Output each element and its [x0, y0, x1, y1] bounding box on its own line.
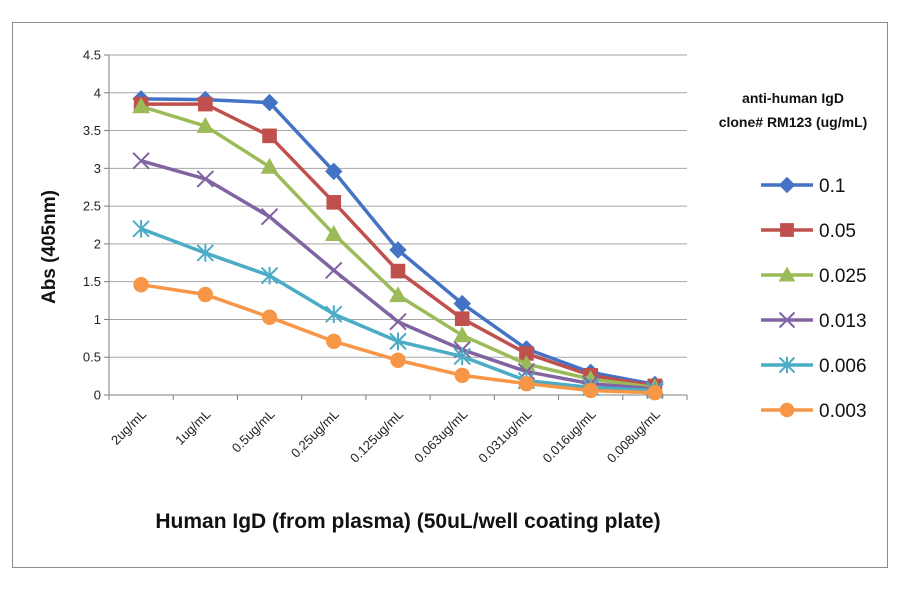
chart-frame: 0 0.5 1 1.5 2 2.5 3 3.5 4 4.5 2ug/mL 1ug/mL 0.5ug/mL… — [12, 22, 888, 568]
legend-item: 0.025 — [761, 266, 867, 287]
y-tick-label: 4 — [94, 85, 101, 100]
data-point — [260, 266, 279, 285]
data-point — [133, 276, 149, 293]
data-point — [132, 97, 150, 114]
data-point — [453, 326, 472, 343]
x-tick-label: 2ug/mL — [108, 407, 149, 448]
data-point — [196, 116, 215, 133]
data-point — [132, 152, 150, 170]
data-point — [390, 352, 406, 368]
series-lines — [132, 90, 664, 401]
data-point — [324, 225, 343, 241]
x-tick-label: 1ug/mL — [172, 407, 213, 448]
axis-labels: 0 0.5 1 1.5 2 2.5 3 3.5 4 4.5 2ug/mL 1ug/mL 0.5ug/mL… — [83, 48, 663, 466]
data-point — [454, 311, 470, 326]
data-point — [262, 128, 277, 144]
x-tick-label: 0.063ug/mL — [411, 407, 470, 466]
data-point — [779, 402, 795, 418]
data-point — [326, 195, 342, 210]
data-point — [582, 382, 599, 399]
data-point — [647, 385, 663, 401]
data-point — [389, 286, 407, 303]
data-point — [780, 223, 794, 237]
y-tick-label: 2 — [94, 236, 101, 251]
data-point — [325, 261, 343, 280]
x-tick-label: 0.031ug/mL — [475, 407, 534, 466]
data-point — [325, 305, 343, 323]
legend: anti-human IgD clone# RM123 (ug/mL) 0.10… — [719, 90, 868, 422]
legend-label: 0.1 — [819, 176, 845, 197]
data-point — [260, 207, 279, 226]
data-point — [518, 375, 535, 392]
data-point — [196, 170, 215, 188]
legend-title-line1: anti-human IgD — [742, 90, 844, 106]
legend-label: 0.013 — [819, 311, 867, 332]
data-point — [778, 266, 796, 282]
y-tick-label: 2.5 — [83, 199, 101, 214]
x-tick-label: 0.016ug/mL — [540, 407, 599, 466]
y-axis-title: Abs (405nm) — [39, 190, 60, 304]
data-point — [260, 93, 279, 112]
legend-item: 0.1 — [761, 176, 845, 197]
x-axis-title: Human IgD (from plasma) (50uL/well coati… — [155, 510, 660, 533]
data-point — [778, 356, 796, 374]
legend-title-line2: clone# RM123 (ug/mL) — [719, 114, 868, 130]
x-tick-label: 0.008ug/mL — [604, 407, 663, 466]
data-point — [196, 244, 215, 262]
data-point — [454, 367, 470, 384]
y-tick-label: 0.5 — [83, 350, 101, 365]
data-point — [778, 311, 796, 329]
series-0.003 — [133, 276, 663, 401]
legend-item: 0.003 — [761, 401, 867, 422]
data-point — [778, 176, 796, 194]
y-tick-label: 1 — [94, 312, 101, 327]
data-point — [198, 96, 213, 112]
data-point — [132, 219, 150, 238]
line-chart: 0 0.5 1 1.5 2 2.5 3 3.5 4 4.5 2ug/mL 1ug/mL 0.5ug/mL… — [39, 48, 868, 534]
legend-item: 0.05 — [761, 221, 856, 242]
data-point — [260, 157, 279, 174]
legend-item: 0.006 — [761, 356, 867, 377]
data-point — [261, 309, 278, 325]
data-point — [389, 241, 407, 259]
legend-label: 0.003 — [819, 401, 867, 422]
legend-item: 0.013 — [761, 311, 867, 332]
data-point — [326, 333, 342, 350]
x-tick-label: 0.125ug/mL — [347, 407, 406, 466]
y-tick-label: 4.5 — [83, 48, 101, 63]
data-point — [325, 162, 343, 181]
data-point — [453, 347, 471, 366]
y-tick-label: 3 — [94, 161, 101, 176]
x-tick-label: 0.5ug/mL — [229, 407, 278, 456]
data-point — [389, 313, 407, 331]
data-point — [197, 286, 214, 303]
data-point — [389, 332, 407, 351]
data-point — [390, 263, 406, 279]
y-tick-label: 0 — [94, 388, 101, 403]
legend-label: 0.006 — [819, 356, 867, 377]
y-tick-label: 1.5 — [83, 274, 101, 289]
axes — [104, 54, 688, 400]
legend-items: 0.1 0.05 0.025 0.013 0.006 0.003 — [761, 176, 867, 422]
x-tick-label: 0.25ug/mL — [288, 407, 342, 461]
legend-label: 0.025 — [819, 266, 867, 287]
y-tick-label: 3.5 — [83, 123, 101, 138]
legend-label: 0.05 — [819, 221, 856, 242]
